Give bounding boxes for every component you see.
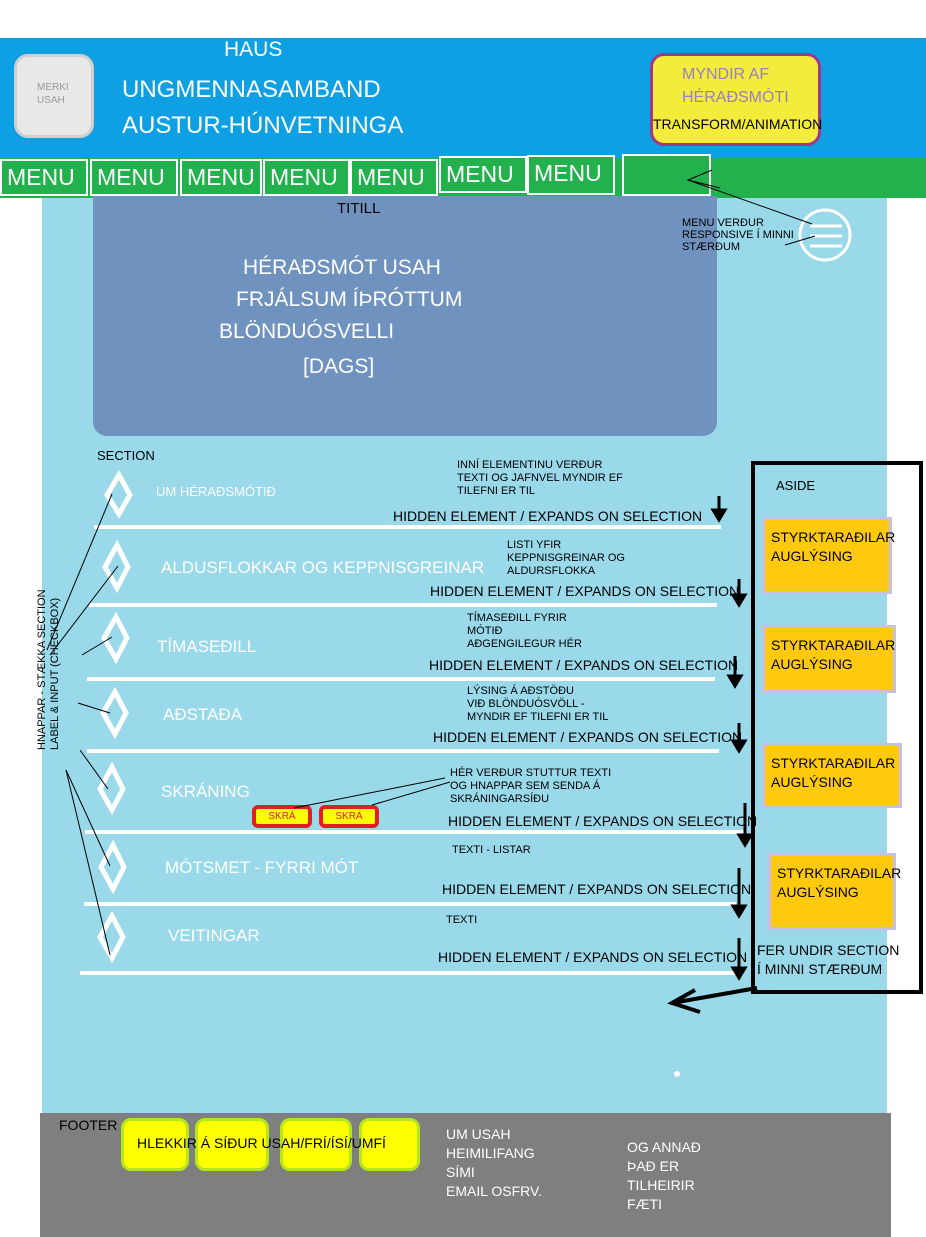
section-title-4[interactable]: AÐSTAÐA xyxy=(163,705,243,724)
section-note-7: TEXTI xyxy=(446,914,478,926)
sponsor-ad-3[interactable]: STYRKTARAÐILAR AUGLÝSING xyxy=(762,743,902,808)
section-title-1[interactable]: UM HÉRAÐSMÓTIÐ xyxy=(156,484,276,499)
section-note-2: LISTI YFIR KEPPNISGREINAR OG ALDURSFLOKKA xyxy=(507,539,625,577)
main-area-lower xyxy=(42,858,887,1113)
section-note-3: TÍMASEÐILL FYRIR MÓTIÐ AÐGENGILEGUR HÉR xyxy=(467,612,582,650)
register-button-2[interactable]: SKRÁ xyxy=(319,805,379,828)
nav-menu-item-8[interactable] xyxy=(622,154,711,196)
photo-box-line-3: TRANSFORM/ANIMATION xyxy=(653,116,823,132)
org-name-line-1: UNGMENNASAMBAND xyxy=(122,76,381,103)
hidden-element-1: HIDDEN ELEMENT / EXPANDS ON SELECTION xyxy=(393,508,703,524)
expand-checkbox-3 xyxy=(101,611,130,665)
footer-link-1[interactable] xyxy=(121,1118,189,1171)
nav-menu-item-1[interactable]: MENU xyxy=(0,159,88,196)
section-note-6: TEXTI - LISTAR xyxy=(452,844,531,856)
hidden-element-6: HIDDEN ELEMENT / EXPANDS ON SELECTION xyxy=(442,881,752,897)
hidden-element-5: HIDDEN ELEMENT / EXPANDS ON SELECTION xyxy=(448,813,758,829)
footer-link-4[interactable] xyxy=(359,1118,420,1171)
section-title-3[interactable]: TÍMASEÐILL xyxy=(157,637,257,656)
expand-checkbox-7 xyxy=(97,910,126,964)
nav-menu-item-2[interactable]: MENU xyxy=(90,159,178,196)
nav-menu-item-5[interactable]: MENU xyxy=(350,159,438,196)
sponsor-ad-1[interactable]: STYRKTARAÐILAR AUGLÝSING xyxy=(762,517,895,594)
section-title-7[interactable]: VEITINGAR xyxy=(168,926,260,945)
section-title-5[interactable]: SKRÁNING xyxy=(161,782,250,801)
nav-menu-item-4[interactable]: MENU xyxy=(263,159,350,196)
sponsor-ad-4[interactable]: STYRKTARAÐILAR AUGLÝSING xyxy=(768,853,901,930)
logo-text-2: USAH xyxy=(37,95,65,106)
responsive-note: MENU VERÐUR RESPONSIVE Í MINNI STÆRÐUM xyxy=(682,217,794,253)
footer-link-2[interactable] xyxy=(195,1118,269,1171)
sponsor-ad-2[interactable]: STYRKTARAÐILAR AUGLÝSING xyxy=(762,625,896,693)
footer-links-text: HLEKKIR Á SÍÐUR USAH/FRÍ/ÍSÍ/UMFÍ xyxy=(137,1135,386,1151)
hamburger-menu-icon xyxy=(798,208,852,262)
hero-title-label: TITILL xyxy=(337,200,381,217)
section-divider-5 xyxy=(85,830,745,834)
site-logo[interactable]: MERKI USAH xyxy=(14,54,94,138)
expand-checkbox-4 xyxy=(100,686,129,740)
expand-checkbox-2 xyxy=(102,539,131,594)
nav-menu-item-3[interactable]: MENU xyxy=(180,159,262,196)
nav-menu-item-7[interactable]: MENU xyxy=(527,155,615,195)
logo-text-1: MERKI xyxy=(37,82,69,93)
section-divider-4 xyxy=(87,749,719,753)
section-divider-6 xyxy=(84,902,736,906)
hero-line-3: BLÖNDUÓSVELLI xyxy=(219,320,395,343)
header-label: HAUS xyxy=(224,38,283,61)
hero-line-2: FRJÁLSUM ÍÞRÓTTUM xyxy=(236,288,463,311)
aside-label: ASIDE xyxy=(776,478,816,493)
section-divider-7 xyxy=(80,971,739,975)
footer-label: FOOTER xyxy=(59,1117,118,1133)
hidden-element-3: HIDDEN ELEMENT / EXPANDS ON SELECTION xyxy=(429,657,739,673)
register-button-1[interactable]: SKRÁ xyxy=(252,805,312,828)
section-divider-2 xyxy=(89,603,717,607)
hidden-element-7: HIDDEN ELEMENT / EXPANDS ON SELECTION xyxy=(438,949,748,965)
footer-info-col2: OG ANNAÐ ÞAÐ ER TILHEIRIR FÆTI xyxy=(627,1139,701,1212)
section-note-4: LÝSING Á AÐSTÖÐU VIÐ BLÖNDUÓSVÖLL - MYNDIR… xyxy=(467,685,609,723)
photo-animation-box[interactable] xyxy=(650,53,821,146)
section-divider-3 xyxy=(87,677,715,681)
expand-checkbox-1 xyxy=(104,469,133,519)
footer-link-3[interactable] xyxy=(280,1118,352,1171)
nav-menu-item-6[interactable]: MENU xyxy=(439,156,527,193)
hero-banner xyxy=(93,196,717,436)
hidden-element-2: HIDDEN ELEMENT / EXPANDS ON SELECTION xyxy=(430,583,740,599)
photo-box-line-2: HÉRAÐSMÓTI xyxy=(682,89,789,106)
section-divider-1 xyxy=(94,525,721,529)
hero-line-4: [DAGS] xyxy=(303,355,375,378)
org-name-line-2: AUSTUR-HÚNVETNINGA xyxy=(122,112,404,139)
footer-info-col1: UM USAH HEIMILIFANG SÍMI EMAIL OSFRV. xyxy=(446,1126,542,1199)
expand-checkbox-6 xyxy=(98,839,127,895)
expand-checkbox-5 xyxy=(97,761,126,816)
section-note-1: INNÍ ELEMENTINU VERÐUR TEXTI OG JAFNVEL M… xyxy=(457,459,623,497)
section-title-6[interactable]: MÓTSMET - FYRRI MÓT xyxy=(165,858,359,877)
section-note-5: HÉR VERÐUR STUTTUR TEXTI OG HNAPPAR SEM S… xyxy=(450,767,612,805)
section-title-2[interactable]: ALDUSFLOKKAR OG KEPPNISGREINAR xyxy=(161,558,485,577)
hero-line-1: HÉRAÐSMÓT USAH xyxy=(243,256,441,279)
section-label: SECTION xyxy=(97,448,155,463)
hidden-element-4: HIDDEN ELEMENT / EXPANDS ON SELECTION xyxy=(433,729,743,745)
aside-box xyxy=(751,461,923,994)
photo-box-line-1: MYNDIR AF xyxy=(682,66,770,83)
aside-responsive-note: FER UNDIR SECTION Í MINNI STÆRÐUM xyxy=(757,942,900,977)
